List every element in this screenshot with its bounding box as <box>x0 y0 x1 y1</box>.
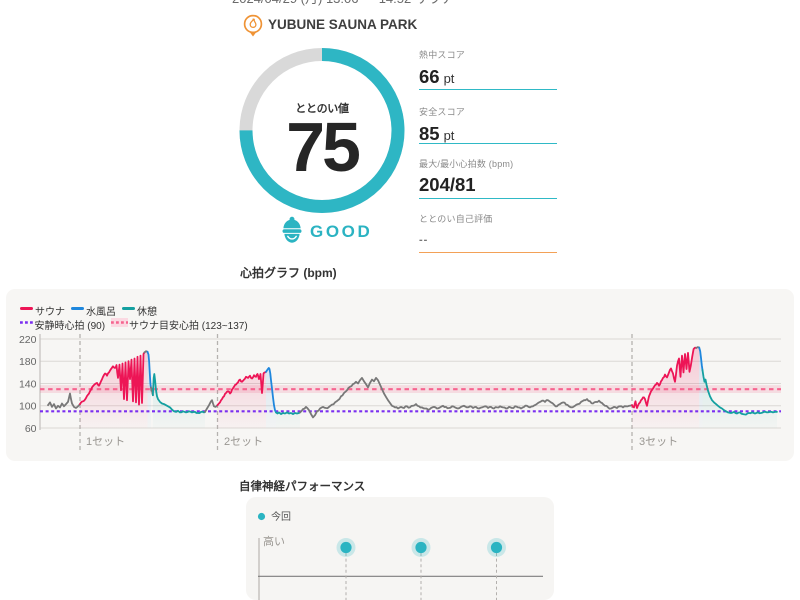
svg-text:220: 220 <box>19 334 37 346</box>
svg-text:高い: 高い <box>263 534 285 548</box>
svg-text:2セット: 2セット <box>224 435 263 448</box>
svg-text:1セット: 1セット <box>86 435 125 448</box>
svg-text:180: 180 <box>19 356 37 368</box>
svg-text:140: 140 <box>19 379 37 391</box>
svg-text:今回: 今回 <box>271 510 291 523</box>
svg-text:3セット: 3セット <box>639 435 678 448</box>
svg-text:60: 60 <box>25 423 37 435</box>
svg-text:100: 100 <box>19 401 37 413</box>
